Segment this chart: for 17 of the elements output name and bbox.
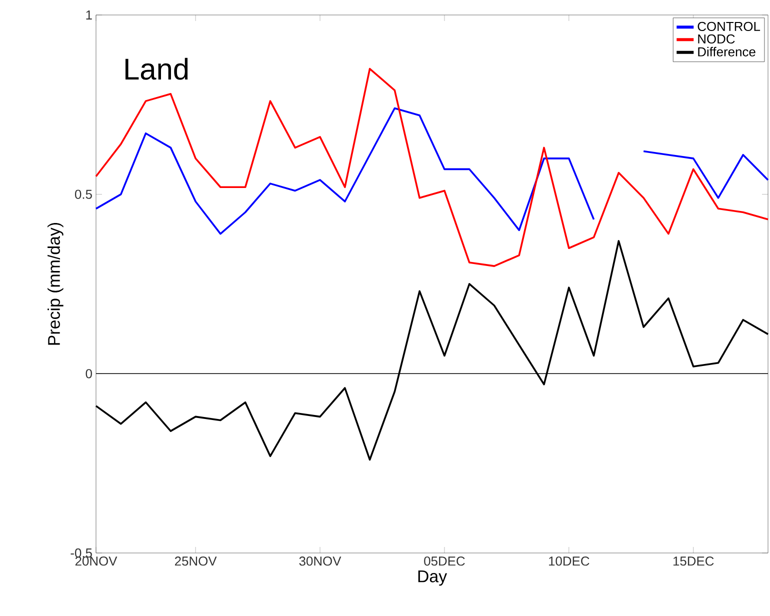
y-tick-label: 0.5 <box>74 190 92 199</box>
y-tick-label: 0 <box>86 369 92 378</box>
y-axis-title: Precip (mm/day) <box>48 222 64 345</box>
y-tick-label: 1 <box>86 10 92 20</box>
x-tick-label: 05DEC <box>424 556 465 566</box>
x-tick-label: 20NOV <box>75 556 118 566</box>
x-tick-label: 10DEC <box>549 556 590 566</box>
legend-label: Difference <box>698 46 756 56</box>
x-tick-label: 15DEC <box>673 556 714 566</box>
x-axis-title: Day <box>418 570 448 586</box>
x-tick-label: 25NOV <box>174 556 217 566</box>
y-tick-label: -0.5 <box>70 548 92 558</box>
legend-label: NODC <box>698 34 735 44</box>
line-series <box>95 240 769 461</box>
x-tick-label: 30NOV <box>299 556 342 566</box>
legend-label: CONTROL <box>698 22 760 32</box>
annotation: Land <box>126 58 188 80</box>
